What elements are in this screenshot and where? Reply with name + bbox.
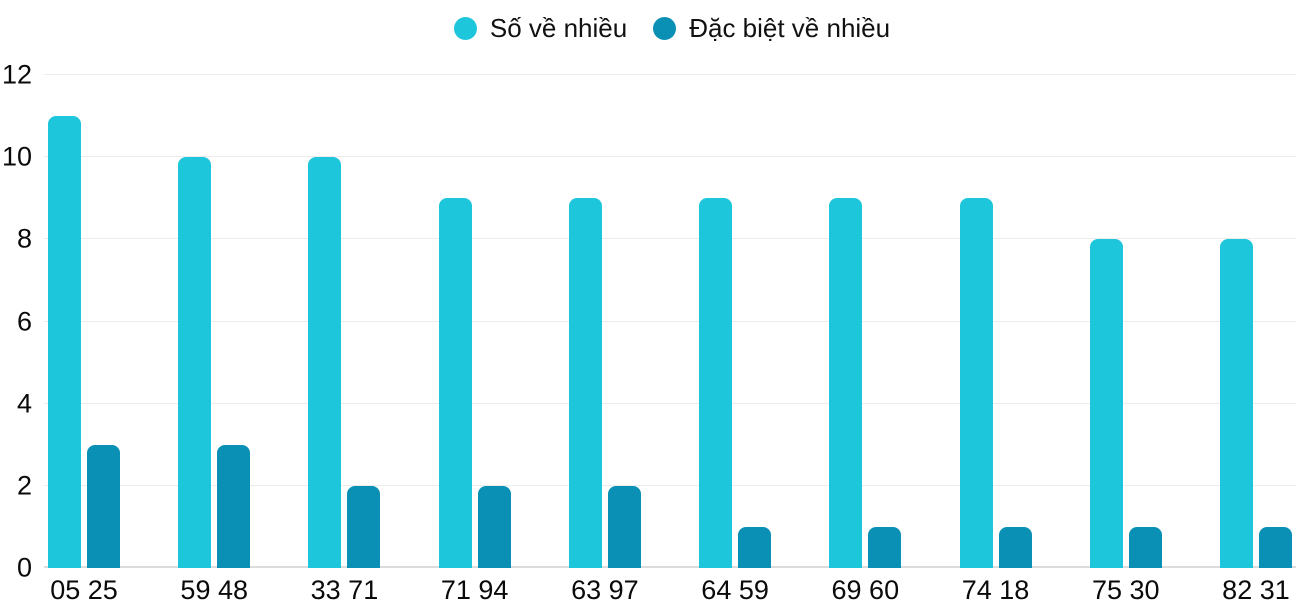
bar-dac-biet-ve-nhieu[interactable] xyxy=(998,526,1032,568)
legend-item-dac-biet-ve-nhieu[interactable]: Đặc biệt về nhiều xyxy=(653,15,890,41)
y-axis-tick-label: 4 xyxy=(16,388,32,419)
bar-group: 75 30 xyxy=(1089,75,1162,604)
x-axis-category-label: 59 48 xyxy=(180,575,249,605)
x-axis-category-label: 82 31 xyxy=(1222,575,1290,605)
x-axis-category-label: 64 59 xyxy=(701,575,769,605)
bar-so-ve-nhieu[interactable] xyxy=(1089,239,1123,568)
bar-group: 74 18 xyxy=(959,75,1032,604)
legend-series1-dot-icon xyxy=(453,16,477,40)
gridline xyxy=(44,238,1296,240)
bar-dac-biet-ve-nhieu[interactable] xyxy=(607,485,641,568)
bar-so-ve-nhieu[interactable] xyxy=(178,157,212,568)
x-axis-category-label: 71 94 xyxy=(440,575,509,605)
gridline xyxy=(44,74,1296,75)
bar-so-ve-nhieu[interactable] xyxy=(568,198,602,568)
bar-dac-biet-ve-nhieu[interactable] xyxy=(217,444,251,568)
legend-series2-label: Đặc biệt về nhiều xyxy=(689,13,891,43)
x-axis-category-label: 75 30 xyxy=(1091,575,1160,605)
legend-item-so-ve-nhieu[interactable]: Số về nhiều xyxy=(453,13,628,43)
plot-area: 05 25 59 48 33 71 71 94 63 97 64 59 69 60 74 18… xyxy=(2,61,1296,604)
y-axis-tick-label: 0 xyxy=(16,552,32,583)
bar-dac-biet-ve-nhieu[interactable] xyxy=(1128,526,1162,568)
bar-so-ve-nhieu[interactable] xyxy=(829,198,863,568)
bar-so-ve-nhieu[interactable] xyxy=(308,157,342,568)
bar-so-ve-nhieu[interactable] xyxy=(699,198,733,568)
bar-so-ve-nhieu[interactable] xyxy=(959,198,993,568)
legend-series2-dot-icon xyxy=(653,16,677,40)
x-axis-category-label: 63 97 xyxy=(571,575,639,605)
gridline xyxy=(44,156,1296,158)
y-axis-tick-label: 10 xyxy=(1,141,32,172)
bar-group: 63 97 xyxy=(568,75,641,604)
bar-dac-biet-ve-nhieu[interactable] xyxy=(738,526,772,568)
legend-series1-label: Số về nhiều xyxy=(489,13,628,43)
bar-dac-biet-ve-nhieu[interactable] xyxy=(1258,526,1292,568)
y-axis-tick-label: 2 xyxy=(16,470,32,501)
bar-so-ve-nhieu[interactable] xyxy=(438,198,472,568)
gridline xyxy=(44,320,1296,322)
bar-group: 82 31 xyxy=(1219,75,1292,604)
x-axis-category-label: 05 25 xyxy=(50,575,118,605)
bar-group: 69 60 xyxy=(829,75,902,604)
x-axis-category-label: 69 60 xyxy=(831,575,900,605)
bar-group: 71 94 xyxy=(438,75,511,604)
x-axis-category-label: 74 18 xyxy=(961,575,1030,605)
bar-dac-biet-ve-nhieu[interactable] xyxy=(87,444,120,568)
gridline xyxy=(44,402,1296,404)
y-axis-tick-label: 6 xyxy=(16,306,32,336)
x-axis-line xyxy=(44,566,1296,568)
bar-group: 05 25 xyxy=(48,75,120,604)
gridline xyxy=(44,484,1296,486)
bar-so-ve-nhieu[interactable] xyxy=(1219,239,1253,568)
bar-dac-biet-ve-nhieu[interactable] xyxy=(347,485,381,568)
chart-legend: Số về nhiều Đặc biệt về nhiều xyxy=(44,15,1300,41)
y-axis-tick-label: 8 xyxy=(16,223,32,254)
bar-group: 59 48 xyxy=(178,75,251,604)
bars-row: 05 25 59 48 33 71 71 94 63 97 64 59 69 60 74 18… xyxy=(44,75,1296,604)
bar-so-ve-nhieu[interactable] xyxy=(48,116,81,568)
bar-group: 33 71 xyxy=(308,75,381,604)
bar-dac-biet-ve-nhieu[interactable] xyxy=(477,485,511,568)
bar-group: 64 59 xyxy=(699,75,772,604)
x-axis-category-label: 33 71 xyxy=(310,575,379,605)
y-axis-tick-label: 12 xyxy=(1,59,32,90)
bar-dac-biet-ve-nhieu[interactable] xyxy=(868,526,902,568)
